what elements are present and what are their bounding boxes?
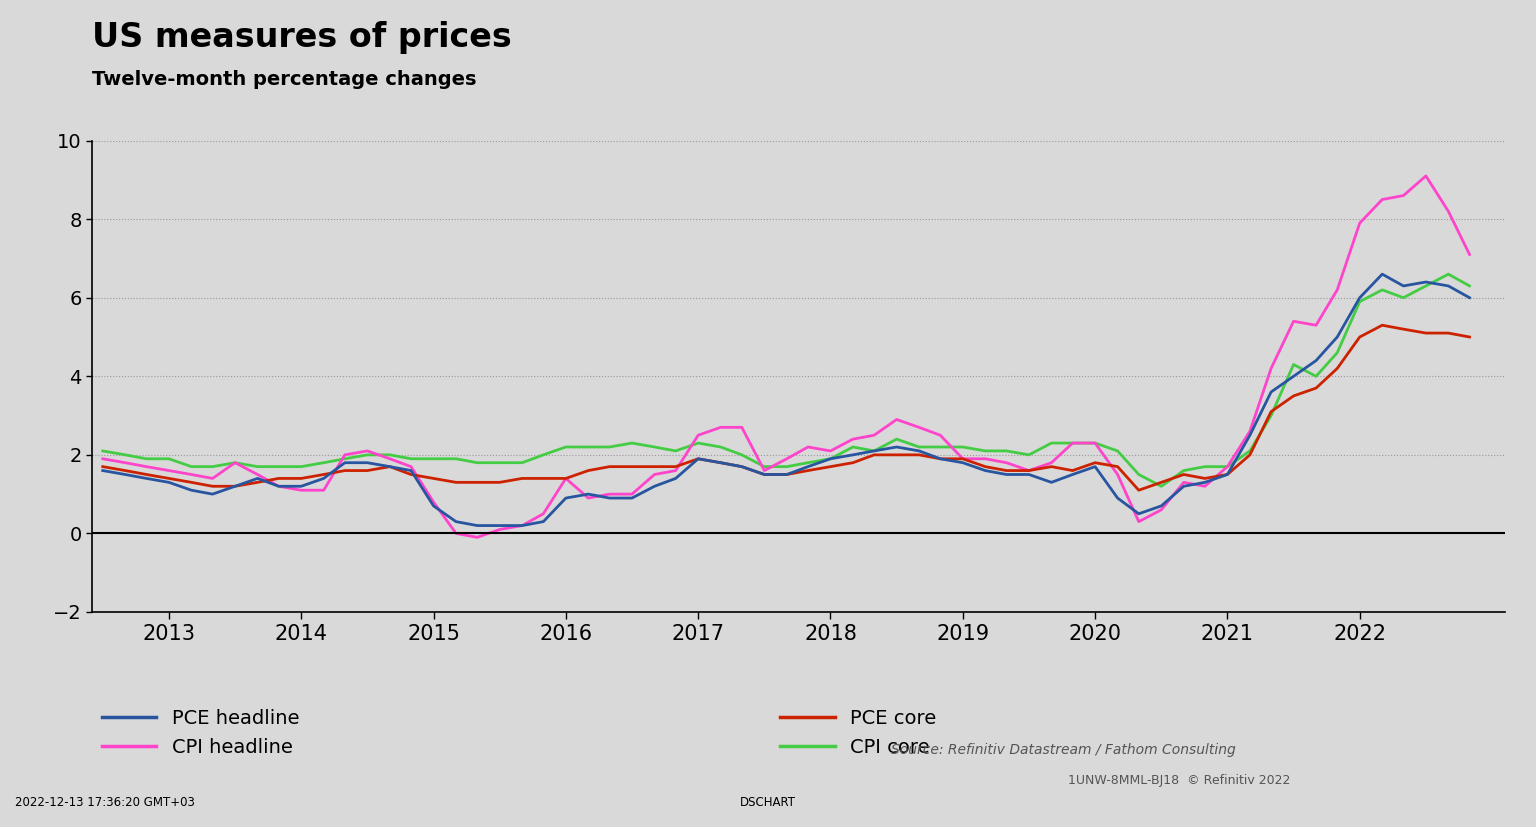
Text: Twelve-month percentage changes: Twelve-month percentage changes (92, 70, 476, 89)
Text: US measures of prices: US measures of prices (92, 21, 511, 54)
Text: Source: Refinitiv Datastream / Fathom Consulting: Source: Refinitiv Datastream / Fathom Co… (891, 743, 1235, 757)
Legend: PCE core, CPI core: PCE core, CPI core (780, 709, 937, 757)
Text: 1UNW-8MML-BJ18  © Refinitiv 2022: 1UNW-8MML-BJ18 © Refinitiv 2022 (1068, 774, 1290, 787)
Text: 2022-12-13 17:36:20 GMT+03: 2022-12-13 17:36:20 GMT+03 (15, 796, 195, 809)
Text: DSCHART: DSCHART (740, 796, 796, 809)
